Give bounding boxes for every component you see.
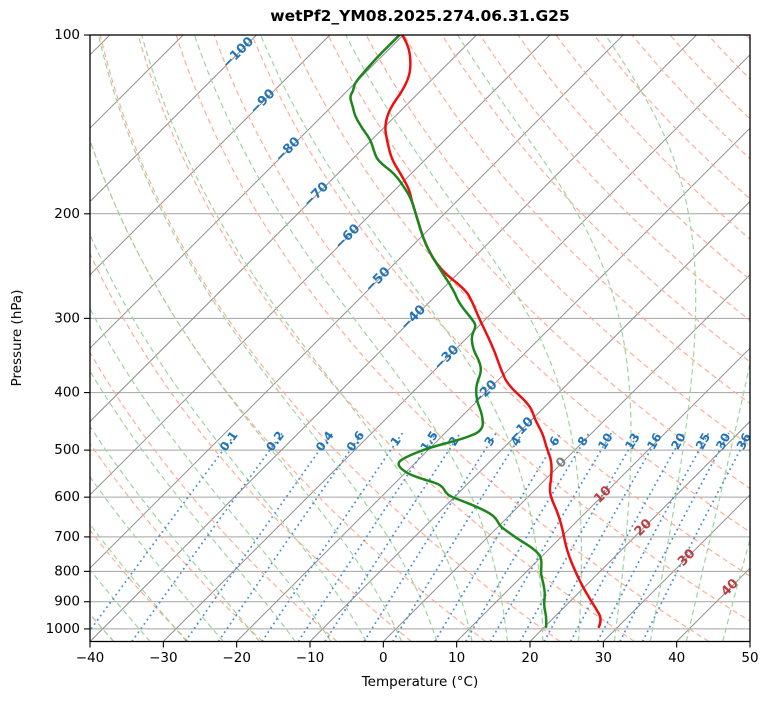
- chart-title: wetPf2_YM08.2025.274.06.31.G25: [270, 7, 570, 25]
- x-axis-label: Temperature (°C): [361, 674, 479, 690]
- y-axis-label: Pressure (hPa): [9, 289, 25, 387]
